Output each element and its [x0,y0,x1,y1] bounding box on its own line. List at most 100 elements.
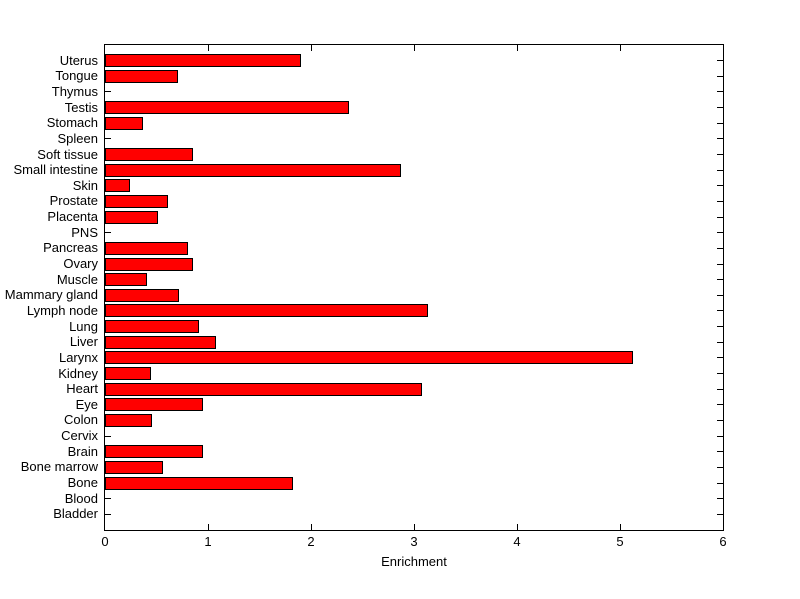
y-axis-tick-right [717,91,723,93]
y-axis-tick-right [717,388,723,390]
bar-mammary-gland [105,288,180,302]
bar-eye [105,398,203,412]
bar-bone [105,476,294,490]
y-tick-label-bladder: Bladder [53,506,98,522]
y-axis-tick-right [717,513,723,515]
y-tick-label-prostate: Prostate [49,193,98,209]
y-tick-label-mammary-gland: Mammary gland [4,287,98,303]
y-axis-tick-right [717,247,723,249]
y-tick-label-ovary: Ovary [63,256,98,272]
bar-lung [105,320,199,334]
y-axis-tick [105,513,111,515]
y-tick-label-liver: Liver [69,334,98,350]
y-axis-tick-right [717,216,723,218]
y-axis-tick-right [717,200,723,202]
y-axis-tick-right [717,451,723,453]
bar-colon [105,413,153,427]
y-axis-tick-right [717,263,723,265]
bar-liver [105,335,217,349]
y-tick-label-heart: Heart [66,381,98,397]
bar-placenta [105,210,158,224]
x-axis-tick-top [207,45,209,51]
bar-prostate [105,194,168,208]
y-tick-label-uterus: Uterus [59,52,98,68]
bar-larynx [105,351,634,365]
y-tick-label-bone: Bone [67,475,98,491]
y-axis-tick-right [717,75,723,77]
y-axis-tick-right [717,357,723,359]
y-axis-tick-right [717,169,723,171]
y-axis-tick-right [717,482,723,484]
y-axis-tick-right [717,232,723,234]
y-tick-label-stomach: Stomach [46,115,98,131]
y-tick-label-placenta: Placenta [47,209,98,225]
bar-ovary [105,257,193,271]
y-tick-label-tongue: Tongue [55,68,98,84]
bar-testis [105,101,350,115]
y-tick-label-small-intestine: Small intestine [13,162,98,178]
y-axis-tick-right [717,419,723,421]
y-axis-tick [105,232,111,234]
y-axis-tick [105,138,111,140]
x-tick-label-4: 4 [513,534,521,549]
bar-lymph-node [105,304,429,318]
x-axis-tick [619,524,621,530]
y-tick-label-larynx: Larynx [58,349,98,365]
y-tick-label-thymus: Thymus [51,83,98,99]
bar-stomach [105,116,144,130]
bar-skin [105,179,130,193]
bar-heart [105,382,423,396]
y-axis-tick [105,435,111,437]
bar-brain [105,445,203,459]
y-tick-label-testis: Testis [64,99,98,115]
y-tick-label-bone-marrow: Bone marrow [20,459,98,475]
x-axis-tick-top [516,45,518,51]
y-axis-tick-right [717,60,723,62]
x-axis-tick-top [619,45,621,51]
x-axis-tick [413,524,415,530]
y-tick-label-lymph-node: Lymph node [26,302,98,318]
x-axis-tick-top [310,45,312,51]
y-axis-tick-right [717,373,723,375]
x-tick-label-6: 6 [719,534,727,549]
x-axis-tick-top [413,45,415,51]
y-axis-tick-right [717,435,723,437]
y-axis-labels: Uterus Tongue Thymus Testis Stomach Spleen Sof… [0,0,100,599]
y-axis-tick [105,498,111,500]
y-axis-tick-right [717,466,723,468]
y-tick-label-eye: Eye [75,396,98,412]
y-tick-label-kidney: Kidney [58,365,98,381]
x-axis-tick [516,524,518,530]
y-tick-label-colon: Colon [64,412,98,428]
y-tick-label-lung: Lung [69,318,98,334]
x-axis-tick [310,524,312,530]
x-tick-label-2: 2 [307,534,315,549]
y-tick-label-skin: Skin [72,177,98,193]
y-tick-label-pancreas: Pancreas [43,240,98,256]
y-axis-tick [105,91,111,93]
y-tick-label-pns: PNS [71,224,98,240]
y-axis-tick-right [717,138,723,140]
y-axis-tick-right [717,154,723,156]
y-axis-tick-right [717,498,723,500]
x-axis-tick [207,524,209,530]
bar-muscle [105,273,148,287]
x-tick-label-1: 1 [204,534,212,549]
y-axis-tick-right [717,185,723,187]
bar-small-intestine [105,163,401,177]
bar-pancreas [105,241,189,255]
y-tick-label-muscle: Muscle [56,271,98,287]
x-axis-title: Enrichment [381,554,447,569]
y-tick-label-soft-tissue: Soft tissue [37,146,98,162]
y-tick-label-cervix: Cervix [61,428,98,444]
y-axis-tick-right [717,326,723,328]
y-axis-tick-right [717,310,723,312]
y-tick-label-spleen: Spleen [57,130,98,146]
y-axis-tick-right [717,341,723,343]
y-axis-tick-right [717,294,723,296]
y-tick-label-blood: Blood [64,490,98,506]
y-axis-tick-right [717,279,723,281]
x-tick-label-5: 5 [616,534,624,549]
x-tick-label-3: 3 [410,534,418,549]
